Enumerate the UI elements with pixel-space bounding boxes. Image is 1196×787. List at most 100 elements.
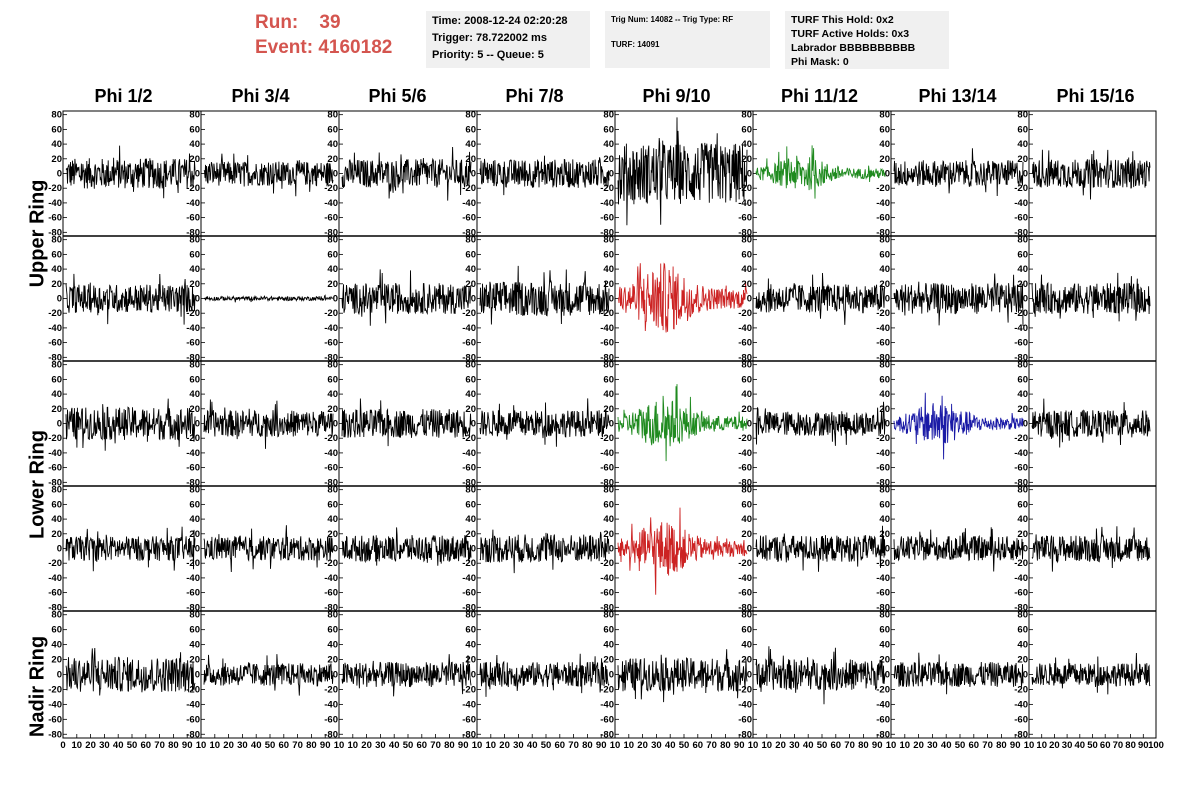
x-tick-label: 60 [1100,740,1111,751]
y-tick-label: -80 [186,352,200,363]
waveform-trace [893,652,1024,695]
y-tick-label: 60 [1017,374,1028,385]
x-tick-label: 60 [831,740,842,751]
y-tick-label: -80 [738,602,752,613]
y-tick-label: -60 [48,463,62,474]
x-tick-label: 10 [762,740,773,751]
y-tick-label: 60 [741,499,752,510]
y-tick-label: -20 [324,684,338,695]
y-tick-label: 0 [609,294,614,305]
x-tick-label: 10 [1036,740,1047,751]
y-tick-label: 40 [327,264,338,275]
y-tick-label: 40 [879,264,890,275]
y-tick-label: 40 [603,139,614,150]
y-tick-label: -40 [876,573,890,584]
y-tick-label: -40 [600,699,614,710]
column-title-phi-9-10: Phi 9/10 [642,86,711,106]
x-tick-label: 30 [1062,740,1073,751]
y-tick-label: 80 [51,235,62,246]
y-tick-label: -80 [1014,477,1028,488]
waveform-trace [203,654,334,696]
y-tick-label: -20 [738,684,752,695]
y-tick-label: 60 [1017,625,1028,636]
waveform-trace [341,398,472,447]
y-tick-label: 0 [885,670,890,681]
x-tick-label: 20 [1049,740,1060,751]
y-tick-label: 80 [879,485,890,496]
y-tick-label: -60 [1014,463,1028,474]
x-tick-label: 80 [444,740,455,751]
y-tick-label: 20 [1017,279,1028,290]
x-tick-label: 40 [389,740,400,751]
waveform-panel-r3-c2: 80 60 40 20 0 -20 -40 -60 -80 [186,360,340,488]
y-tick-label: 40 [327,389,338,400]
y-tick-label: -80 [876,227,890,238]
x-tick-label: 80 [1125,740,1136,751]
y-tick-label: 40 [741,139,752,150]
y-tick-label: 40 [741,264,752,275]
y-tick-label: -60 [186,338,200,349]
y-tick-label: -20 [1014,308,1028,319]
waveform-trace [893,392,1024,460]
y-tick-label: 0 [195,169,200,180]
y-tick-label: -20 [738,308,752,319]
y-tick-label: 60 [189,374,200,385]
x-tick-label: 10 [348,740,359,751]
y-tick-label: 20 [189,279,200,290]
y-tick-label: -60 [1014,588,1028,599]
waveform-trace [1031,398,1151,448]
x-tick-label: 60 [693,740,704,751]
y-tick-label: -40 [48,448,62,459]
y-tick-label: 40 [51,139,62,150]
y-tick-label: 0 [471,419,476,430]
y-tick-label: -20 [876,558,890,569]
y-tick-label: 20 [327,404,338,415]
y-tick-label: 80 [603,235,614,246]
y-tick-label: 40 [1017,389,1028,400]
x-tick-label: 10 [886,740,897,751]
priority-line: Priority: 5 -- Queue: 5 [432,49,544,61]
y-tick-label: 40 [603,389,614,400]
y-tick-label: 40 [327,640,338,651]
x-tick-label: 40 [251,740,262,751]
y-tick-label: 0 [885,294,890,305]
y-tick-label: 80 [741,485,752,496]
y-tick-label: 40 [51,264,62,275]
y-tick-label: -20 [1014,558,1028,569]
y-tick-label: -80 [1014,227,1028,238]
y-tick-label: -80 [876,729,890,740]
x-tick-label: 70 [154,740,165,751]
y-tick-label: 20 [603,154,614,165]
y-tick-label: 40 [879,640,890,651]
x-tick-label: 10 [196,740,207,751]
y-tick-label: -60 [600,338,614,349]
waveform-trace [65,398,196,451]
y-tick-label: -60 [186,714,200,725]
y-tick-label: 60 [603,374,614,385]
waveform-panel-r4-c3: 80 60 40 20 0 -20 -40 -60 -80 [324,485,478,613]
x-tick-label: 80 [306,740,317,751]
waveform-panel-r4-c7: 80 60 40 20 0 -20 -40 -60 -80 [876,485,1030,613]
x-tick-label: 20 [637,740,648,751]
waveform-trace [1031,149,1151,200]
y-tick-label: 40 [1017,139,1028,150]
y-tick-label: -40 [48,198,62,209]
waveform-panel-r2-c7: 80 60 40 20 0 -20 -40 -60 -80 [876,235,1030,363]
y-tick-label: -60 [462,213,476,224]
x-tick-label: 50 [127,740,138,751]
waveform-panel-r3-c3: 80 60 40 20 0 -20 -40 -60 -80 [324,360,478,488]
y-tick-label: -40 [738,198,752,209]
y-tick-label: -20 [186,684,200,695]
waveform-panel-r4-c1: 80 60 40 20 0 -20 -40 -60 -80 [48,485,202,613]
y-tick-label: -80 [48,602,62,613]
time-line: Time: 2008-12-24 02:20:28 [432,15,568,27]
waveform-panel-r1-c3: 80 60 40 20 0 -20 -40 -60 -80 [324,110,478,238]
y-tick-label: 0 [195,419,200,430]
y-tick-label: 0 [885,419,890,430]
x-tick-label: 80 [168,740,179,751]
y-tick-label: -40 [876,699,890,710]
y-tick-label: -40 [324,448,338,459]
y-tick-label: 60 [741,124,752,135]
x-tick-label: 50 [403,740,414,751]
waveform-panel-r4-c5: 80 60 40 20 0 -20 -40 -60 -80 [600,485,754,613]
